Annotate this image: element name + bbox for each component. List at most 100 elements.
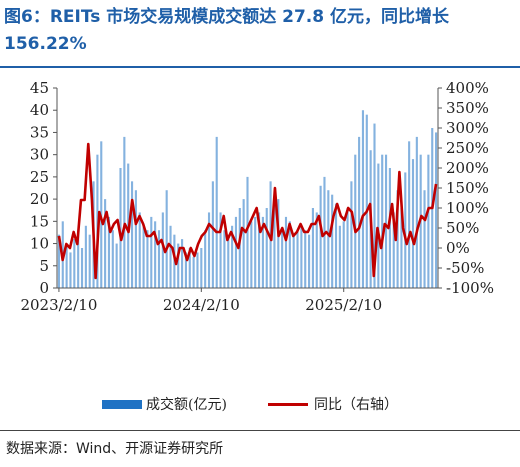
- right-tick-label: 350%: [446, 99, 489, 117]
- volume-bar: [77, 230, 80, 288]
- volume-bar: [261, 216, 264, 288]
- volume-bar: [207, 212, 211, 288]
- volume-bar: [161, 212, 164, 288]
- legend: 成交额(亿元) 同比（右轴）: [0, 394, 520, 416]
- legend-swatch-line: [268, 402, 308, 406]
- left-tick-label: 25: [30, 168, 49, 186]
- volume-bar: [281, 230, 284, 288]
- right-tick-label: 0%: [446, 239, 470, 257]
- volume-bar: [404, 172, 407, 288]
- volume-bar: [408, 141, 411, 288]
- volume-bar: [315, 212, 318, 288]
- volume-bar: [292, 234, 295, 288]
- left-tick-label: 35: [30, 123, 49, 141]
- volume-bar: [146, 230, 149, 288]
- title-divider: [0, 66, 520, 68]
- volume-bar: [342, 221, 345, 288]
- volume-bar: [134, 190, 137, 288]
- left-tick-label: 45: [30, 79, 49, 97]
- volume-bar: [130, 181, 134, 288]
- left-tick-label: 5: [39, 257, 49, 275]
- legend-item-volume: 成交额(亿元): [102, 394, 227, 414]
- volume-bar: [80, 248, 84, 288]
- right-axis-ticks: -100% -50% 0% 50% 100% 150% 200% 250% 300% 350% 40…: [438, 79, 494, 297]
- volume-bar: [215, 136, 218, 288]
- volume-bar: [338, 225, 341, 288]
- volume-bar: [96, 154, 99, 288]
- right-tick-label: 200%: [446, 159, 489, 177]
- right-tick-label: 150%: [446, 179, 489, 197]
- right-tick-label: 50%: [446, 219, 479, 237]
- volume-bar: [300, 225, 303, 288]
- volume-bar: [177, 243, 180, 288]
- x-tick-label: 2025/2/10: [305, 296, 382, 314]
- volume-bar: [84, 225, 87, 288]
- x-tick-label: 2023/2/10: [20, 296, 97, 314]
- chart-title: 图6：REITs 市场交易规模成交额达 27.8 亿元，同比增长 156.22%: [4, 7, 450, 54]
- volume-bar: [111, 230, 114, 288]
- volume-bar: [354, 154, 357, 288]
- right-tick-label: 250%: [446, 139, 489, 157]
- volume-bar: [142, 225, 145, 288]
- volume-bar: [57, 234, 60, 288]
- volume-bar: [361, 110, 365, 288]
- legend-item-yoy: 同比（右轴）: [268, 394, 398, 414]
- volume-bar: [388, 168, 391, 288]
- left-tick-label: 15: [30, 212, 49, 230]
- right-tick-label: 400%: [446, 79, 489, 97]
- volume-bar: [196, 252, 199, 288]
- volume-bar: [288, 221, 291, 288]
- left-tick-label: 20: [30, 190, 49, 208]
- volume-bar: [284, 216, 288, 288]
- volume-bar: [319, 185, 322, 288]
- right-tick-label: 100%: [446, 199, 489, 217]
- right-tick-label: -50%: [446, 259, 484, 277]
- volume-bar: [138, 212, 141, 288]
- volume-bar: [192, 256, 195, 288]
- volume-bar: [73, 239, 76, 288]
- volume-bar: [104, 199, 107, 288]
- volume-bar: [381, 154, 384, 288]
- volume-bar: [150, 216, 153, 288]
- legend-label-volume: 成交额(亿元): [146, 397, 227, 413]
- x-tick-label: 2024/2/10: [163, 296, 240, 314]
- volume-bar: [69, 252, 72, 288]
- volume-bar: [411, 159, 415, 288]
- volume-bar: [227, 234, 230, 288]
- yoy-line: [57, 142, 438, 280]
- volume-bar: [265, 208, 268, 288]
- volume-bar: [181, 239, 184, 288]
- volume-bar: [435, 132, 438, 288]
- volume-bar: [277, 199, 280, 288]
- volume-bar: [119, 168, 122, 288]
- volume-bar: [423, 190, 426, 288]
- volume-bar: [250, 221, 253, 288]
- left-axis-ticks: 0 5 10 15 20 25 30 35 40 45: [30, 79, 57, 297]
- volume-bars: [57, 110, 438, 288]
- volume-bar: [242, 199, 245, 288]
- volume-bar: [331, 194, 334, 288]
- left-tick-label: 30: [30, 146, 49, 164]
- volume-bar: [157, 230, 161, 288]
- chart-area: 0 5 10 15 20 25 30 35 40 45 -100% -50% 0% 50% 100% 150…: [20, 79, 494, 314]
- volume-bar: [188, 248, 191, 288]
- volume-bar: [107, 216, 111, 288]
- legend-swatch-bar: [102, 399, 142, 409]
- volume-bar: [358, 136, 361, 288]
- volume-bar: [384, 154, 388, 288]
- volume-bar: [296, 230, 299, 288]
- volume-bar: [65, 243, 68, 288]
- data-source: 数据来源：Wind、开源证券研究所: [6, 441, 224, 457]
- left-tick-label: 10: [30, 235, 49, 253]
- yoy-line-series: [57, 142, 438, 280]
- volume-bar: [234, 216, 238, 288]
- volume-bar: [273, 203, 276, 288]
- volume-bar: [327, 190, 330, 288]
- volume-bar: [396, 190, 399, 288]
- left-tick-label: 40: [30, 101, 49, 119]
- legend-label-yoy: 同比（右轴）: [314, 397, 398, 413]
- right-tick-label: 300%: [446, 119, 489, 137]
- right-tick-label: -100%: [446, 279, 494, 297]
- volume-bar: [200, 248, 203, 288]
- volume-bar: [373, 123, 376, 288]
